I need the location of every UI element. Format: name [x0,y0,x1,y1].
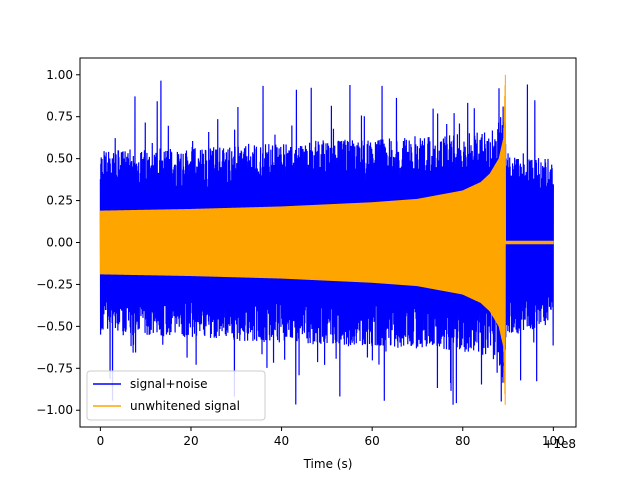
y-tick-label: 0.25 [46,194,73,208]
y-tick-label: 1.00 [46,68,73,82]
y-tick-label: 0.75 [46,110,73,124]
series-group [99,74,554,405]
y-tick-label: 0.50 [46,152,73,166]
y-tick-label: −0.25 [36,277,73,291]
y-tick-label: −1.00 [36,403,73,417]
x-tick-label: 0 [97,434,105,448]
y-tick-label: −0.50 [36,319,73,333]
y-tick-label: 0.00 [46,236,73,250]
x-axis-label: Time (s) [303,457,353,471]
legend-label-signal-noise: signal+noise [130,377,207,391]
x-offset-label: +1e8 [543,437,576,451]
legend-label-unwhitened-signal: unwhitened signal [130,399,240,413]
legend: signal+noise unwhitened signal [86,370,266,421]
x-axis: 0 20 40 60 80 100 [97,427,565,448]
x-tick-label: 100 [542,434,565,448]
y-tick-label: −0.75 [36,361,73,375]
y-axis: −1.00 −0.75 −0.50 −0.25 0.00 0.25 0.50 0.75 1.00 [36,68,80,417]
series-unwhitened-signal [99,74,554,405]
x-tick-label: 80 [455,434,470,448]
legend-box [86,370,266,421]
x-tick-label: 20 [183,434,198,448]
x-tick-label: 60 [365,434,380,448]
x-tick-label: 40 [274,434,289,448]
